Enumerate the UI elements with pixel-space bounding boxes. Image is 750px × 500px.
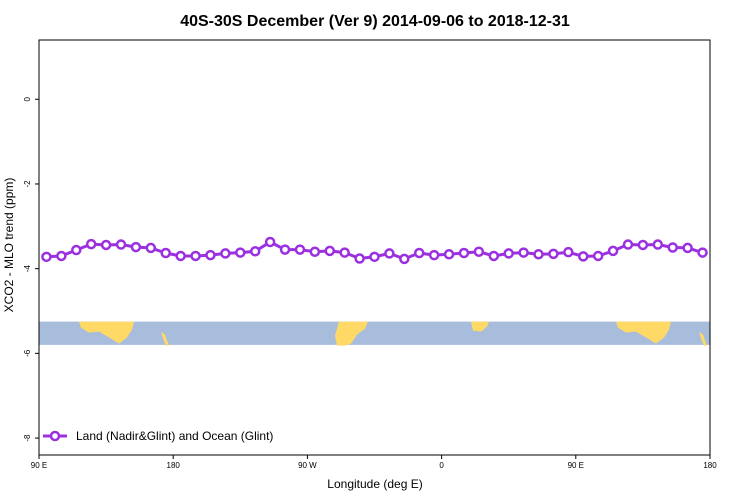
series-layer bbox=[41, 236, 708, 265]
data-point bbox=[503, 248, 514, 259]
data-point bbox=[130, 241, 142, 253]
data-point bbox=[384, 248, 395, 259]
land-africa bbox=[471, 321, 489, 332]
data-point bbox=[518, 247, 529, 258]
x-tick-label: 0 bbox=[439, 461, 444, 470]
x-tick-label: 90 W bbox=[298, 461, 317, 470]
data-point bbox=[682, 242, 693, 254]
data-point bbox=[205, 249, 216, 261]
data-point bbox=[264, 236, 276, 248]
y-tick-label: -4 bbox=[23, 265, 32, 273]
data-point bbox=[175, 250, 186, 262]
data-point bbox=[473, 246, 485, 257]
legend-label: Land (Nadir&Glint) and Ocean (Glint) bbox=[76, 429, 273, 443]
x-tick-label: 180 bbox=[703, 461, 717, 470]
data-point bbox=[697, 247, 708, 258]
data-point bbox=[592, 250, 604, 262]
data-point bbox=[399, 253, 410, 265]
x-axis-label: Longitude (deg E) bbox=[327, 477, 422, 491]
y-tick-label: -6 bbox=[23, 349, 32, 357]
data-point bbox=[309, 246, 321, 257]
land-australia-repeat bbox=[616, 321, 671, 344]
data-point bbox=[563, 246, 574, 258]
data-point bbox=[667, 242, 678, 253]
data-point bbox=[578, 251, 589, 262]
map-band bbox=[39, 321, 710, 346]
y-tick-label: -8 bbox=[23, 434, 32, 442]
data-point bbox=[488, 250, 500, 262]
x-tick-label: 90 E bbox=[568, 461, 584, 470]
data-point bbox=[56, 250, 67, 262]
data-point bbox=[220, 248, 231, 259]
data-point bbox=[458, 247, 470, 259]
y-tick-label: 0 bbox=[23, 97, 32, 102]
y-tick-label: -2 bbox=[23, 180, 32, 188]
x-axis: 90 E 180 90 W 0 90 E 180 bbox=[31, 455, 717, 470]
data-point bbox=[115, 239, 127, 250]
data-point bbox=[249, 246, 261, 257]
data-point bbox=[145, 242, 157, 254]
legend-marker bbox=[49, 430, 61, 442]
data-point bbox=[428, 249, 440, 261]
data-point bbox=[160, 247, 171, 259]
data-point bbox=[85, 238, 97, 250]
x-tick-label: 180 bbox=[167, 461, 181, 470]
data-point bbox=[190, 250, 201, 262]
data-point bbox=[279, 244, 291, 255]
data-point bbox=[100, 239, 112, 251]
data-point bbox=[533, 249, 544, 260]
data-point bbox=[294, 244, 306, 255]
ocean-band bbox=[39, 321, 710, 345]
data-point bbox=[607, 245, 619, 257]
data-point bbox=[443, 249, 455, 260]
data-point bbox=[652, 239, 664, 250]
land-south-america bbox=[335, 321, 368, 346]
land-new-zealand-repeat bbox=[699, 331, 707, 346]
chart-title: 40S-30S December (Ver 9) 2014-09-06 to 2… bbox=[180, 13, 570, 30]
data-point bbox=[548, 248, 559, 260]
x-tick-label: 90 E bbox=[31, 461, 47, 470]
data-point bbox=[71, 244, 82, 256]
y-axis: 0 -2 -4 -6 -8 bbox=[23, 97, 39, 442]
y-axis-label: XCO2 - MLO trend (ppm) bbox=[2, 178, 16, 313]
land-australia bbox=[79, 321, 134, 344]
land-new-zealand bbox=[161, 331, 169, 346]
plot-frame bbox=[38, 39, 711, 456]
data-point bbox=[622, 239, 634, 250]
data-point bbox=[339, 247, 350, 258]
data-point bbox=[324, 245, 336, 257]
legend: Land (Nadir&Glint) and Ocean (Glint) bbox=[43, 429, 273, 443]
data-point bbox=[637, 239, 649, 251]
data-point bbox=[354, 253, 365, 264]
data-point bbox=[413, 247, 425, 259]
data-point bbox=[369, 251, 380, 263]
data-point bbox=[235, 247, 246, 258]
data-point bbox=[41, 251, 52, 263]
